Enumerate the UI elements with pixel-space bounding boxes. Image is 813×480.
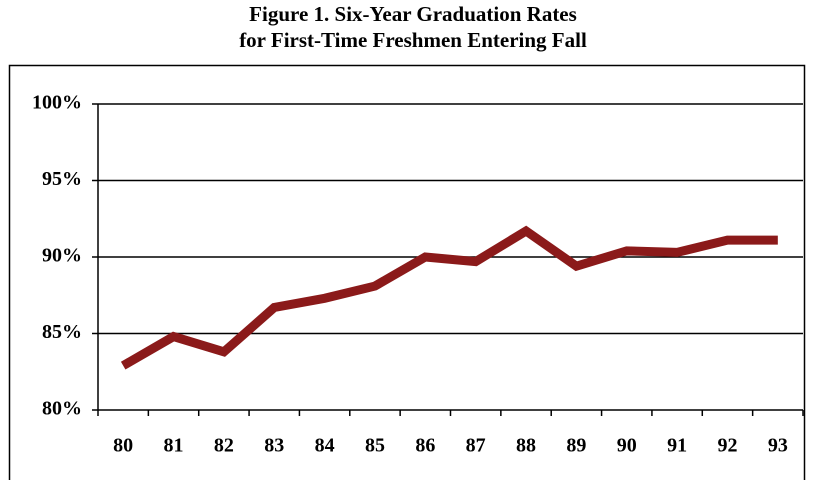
y-tick-label: 95% bbox=[42, 168, 82, 190]
line bbox=[120, 225, 778, 370]
chart-title: Figure 1. Six-Year Graduation Rates bbox=[249, 2, 577, 26]
x-tick-label: 82 bbox=[214, 435, 234, 457]
x-tick-label: 80 bbox=[113, 435, 133, 457]
x-tick-label: 86 bbox=[415, 435, 435, 457]
x-tick-label: 83 bbox=[264, 435, 284, 457]
y-tick-label: 90% bbox=[42, 245, 82, 267]
x-tick-label: 90 bbox=[617, 435, 637, 457]
y-tick-label: 85% bbox=[42, 321, 82, 343]
y-tick-label: 100% bbox=[32, 92, 82, 114]
y-tick-label: 80% bbox=[42, 398, 82, 420]
x-tick-label: 91 bbox=[667, 435, 687, 457]
x-tick-label: 85 bbox=[365, 435, 385, 457]
x-tick-label: 81 bbox=[164, 435, 184, 457]
x-tick-label: 93 bbox=[768, 435, 788, 457]
chart-frame bbox=[8, 64, 806, 480]
x-tick-label: 87 bbox=[466, 435, 486, 457]
chart-title: for First-Time Freshmen Entering Fall bbox=[239, 28, 587, 52]
x-tick-label: 89 bbox=[566, 435, 586, 457]
x-tick-label: 84 bbox=[315, 435, 335, 457]
x-tick-label: 88 bbox=[516, 435, 536, 457]
x-tick-label: 92 bbox=[717, 435, 737, 457]
